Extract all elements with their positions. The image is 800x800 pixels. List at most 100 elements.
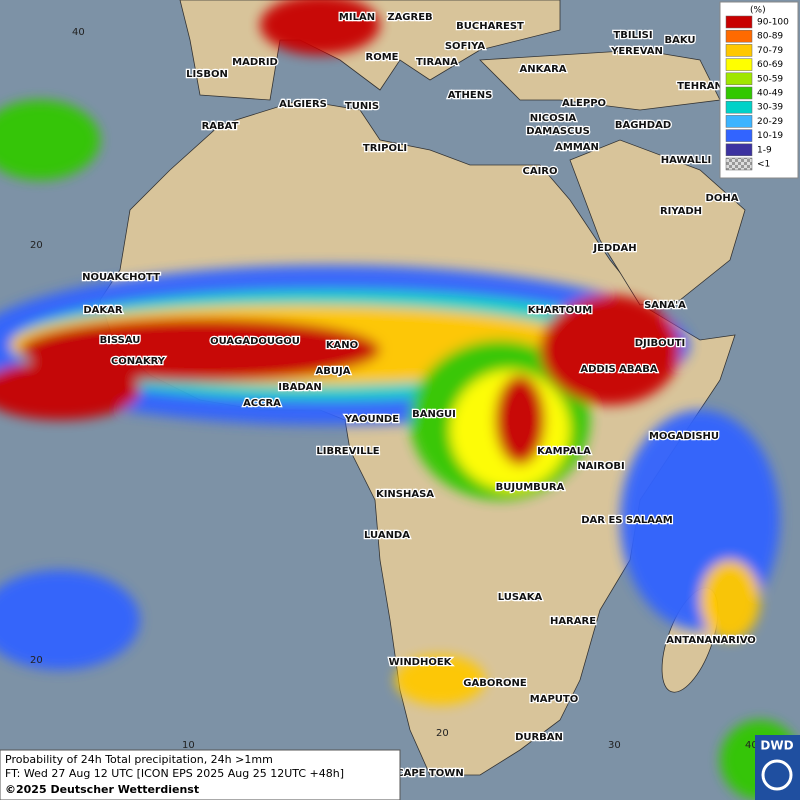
city-label: ALEPPO: [562, 98, 606, 109]
city-label: HARARE: [550, 616, 596, 627]
legend-swatch: [725, 115, 753, 128]
dwd-logo: DWD: [755, 735, 800, 800]
city-label: ZAGREB: [387, 12, 432, 23]
city-label: HAWALLI: [661, 155, 711, 166]
logo-icon: [761, 759, 793, 791]
graticule-label: 10: [182, 740, 195, 751]
graticule-label: 40: [72, 27, 85, 38]
legend-swatch: [725, 58, 753, 71]
city-label: OUAGADOUGOU: [210, 336, 300, 347]
city-label: ANTANANARIVO: [666, 635, 756, 646]
city-label: ANKARA: [519, 64, 566, 75]
city-label: SOFIYA: [445, 41, 486, 52]
precip-area: [20, 318, 380, 382]
legend-label: 50-59: [757, 74, 783, 84]
city-label: CONAKRY: [111, 356, 166, 367]
city-label: LIBREVILLE: [316, 446, 379, 457]
city-label: MADRID: [232, 57, 278, 68]
city-label: KANO: [326, 340, 358, 351]
precip-area: [495, 375, 545, 465]
info-background: [0, 749, 401, 800]
city-label: BAGHDAD: [615, 120, 671, 131]
graticule-label: 20: [436, 728, 449, 739]
city-label: AMMAN: [555, 142, 599, 153]
arabia: [569, 139, 746, 306]
city-label: DJIBOUTI: [635, 338, 686, 349]
precip-area: [700, 560, 760, 640]
city-label: IBADAN: [278, 382, 322, 393]
city-label: RIYADH: [660, 206, 702, 217]
city-label: DAR ES SALAAM: [581, 515, 673, 526]
city-label: JEDDAH: [592, 243, 636, 254]
city-label: BUCHAREST: [456, 21, 524, 32]
legend-label: 80-89: [757, 32, 783, 42]
legend-swatch: [725, 44, 753, 57]
city-label: MOGADISHU: [649, 431, 719, 442]
precip-area: [0, 570, 140, 670]
legend-label: <1: [757, 160, 770, 170]
city-label: SANA'A: [644, 300, 686, 311]
city-label: DAMASCUS: [526, 126, 590, 137]
legend-label: 60-69: [757, 60, 783, 70]
city-label: TUNIS: [345, 101, 379, 112]
city-label: MILAN: [339, 12, 375, 23]
info-box: Probability of 24h Total precipitation, …: [0, 749, 401, 800]
city-label: DOHA: [706, 193, 739, 204]
city-label: ALGIERS: [279, 99, 327, 110]
legend-swatch: [725, 29, 753, 43]
legend-swatch: [725, 129, 753, 142]
logo-text: DWD: [760, 739, 793, 753]
info-line: Probability of 24h Total precipitation, …: [5, 753, 273, 766]
city-label: DURBAN: [515, 732, 563, 743]
city-label: ACCRA: [243, 398, 281, 409]
city-label: KHARTOUM: [528, 305, 593, 316]
legend-label: 10-19: [757, 131, 783, 141]
city-label: BISSAU: [100, 335, 141, 346]
legend-label: 20-29: [757, 117, 783, 127]
legend-label: 40-49: [757, 89, 783, 99]
precip-area: [395, 655, 485, 705]
city-label: ROME: [366, 52, 399, 63]
city-label: GABORONE: [463, 678, 527, 689]
city-label: KAMPALA: [537, 446, 591, 457]
grid-labels: 40 20 20 10 20 30 40: [30, 27, 758, 751]
city-label: CAPE TOWN: [396, 768, 463, 779]
legend-unit: (%): [750, 6, 766, 16]
city-label: TEHRAN: [677, 81, 723, 92]
city-labels: MILAN ZAGREB BUCHAREST TBILISI BAKU MADRID ROM…: [81, 11, 757, 781]
city-label: ATHENS: [448, 90, 493, 101]
city-label: ADDIS ABABA: [580, 364, 657, 375]
city-label: MAPUTO: [530, 694, 578, 705]
legend-label: 1-9: [757, 145, 772, 155]
info-line: FT: Wed 27 Aug 12 UTC [ICON EPS 2025 Aug…: [5, 767, 344, 780]
city-label: ABUJA: [316, 366, 351, 377]
legend-swatch: [725, 143, 753, 157]
legend-swatch: [725, 100, 753, 114]
legend-label: 30-39: [757, 103, 783, 113]
city-label: BUJUMBURA: [496, 482, 565, 493]
legend-swatch: [725, 72, 753, 86]
city-label: TRIPOLI: [363, 143, 407, 154]
city-label: NICOSIA: [530, 113, 577, 124]
graticule-label: 20: [30, 240, 43, 251]
city-label: NAIROBI: [577, 461, 624, 472]
precip-area: [540, 295, 680, 405]
city-label: YEREVAN: [610, 46, 663, 57]
city-label: BANGUI: [412, 409, 456, 420]
city-label: CAIRO: [523, 166, 558, 177]
legend: (%) 90-100 80-89 70-79 60-69 50-59 40-49 30-39…: [719, 1, 799, 179]
precip-area: [0, 100, 100, 180]
info-line: ©2025 Deutscher Wetterdienst: [5, 783, 199, 796]
legend-label: 90-100: [757, 18, 789, 28]
legend-swatch: [725, 15, 753, 29]
city-label: TBILISI: [613, 30, 652, 41]
legend-swatch: [725, 157, 753, 171]
city-label: TIRANA: [416, 57, 458, 68]
graticule-label: 40: [745, 740, 758, 751]
city-label: DAKAR: [83, 305, 123, 316]
legend-label: 70-79: [757, 46, 783, 56]
precip-area: [260, 0, 380, 55]
legend-swatch: [725, 86, 753, 100]
city-label: LUSAKA: [498, 592, 543, 603]
